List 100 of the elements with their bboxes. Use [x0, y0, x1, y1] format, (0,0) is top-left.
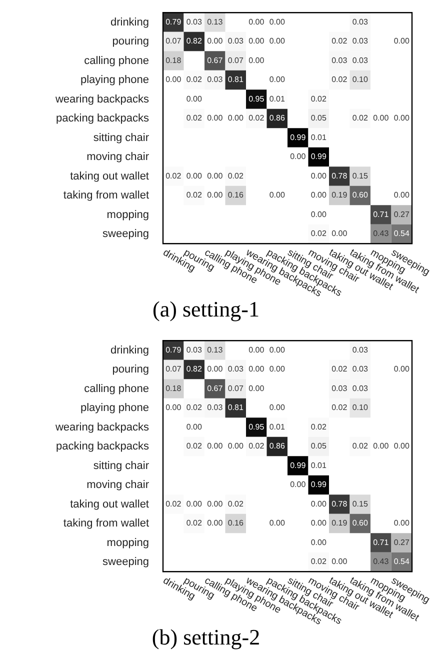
data-label: 0.00	[394, 114, 410, 123]
data-label: 0.54	[394, 557, 410, 566]
data-label: 0.03	[228, 364, 244, 374]
data-label: 0.00	[269, 345, 286, 354]
y-tick-label: sitting chair	[93, 460, 150, 472]
data-label: 0.00	[248, 17, 265, 26]
y-tick-label: playing phone	[80, 402, 149, 414]
data-label: 0.05	[310, 442, 327, 451]
data-label: 0.95	[248, 94, 265, 104]
data-label: 0.00	[394, 518, 410, 528]
data-label: 0.19	[332, 190, 348, 200]
text: (b) setting-2	[152, 624, 260, 650]
y-tick-label: sweeping	[102, 556, 149, 568]
data-label: 0.16	[228, 518, 244, 528]
y-tick-label: mopping	[106, 536, 149, 549]
data-label: 0.03	[352, 56, 368, 65]
data-label: 0.02	[332, 403, 348, 412]
data-label: 0.02	[310, 94, 327, 104]
data-label: 0.95	[248, 422, 265, 432]
data-label: 0.71	[373, 538, 390, 547]
data-label: 0.60	[352, 518, 368, 528]
data-label: 0.27	[394, 210, 410, 219]
data-label: 0.02	[166, 499, 182, 508]
data-label: 0.02	[332, 75, 348, 84]
y-tick-label: taking from wallet	[63, 190, 149, 202]
data-label: 0.00	[394, 36, 410, 46]
data-label: 0.13	[207, 17, 224, 26]
data-label: 0.16	[228, 190, 244, 200]
data-label: 0.19	[332, 518, 348, 528]
y-tick-label: moving chair	[86, 479, 150, 492]
data-label: 0.13	[207, 345, 224, 354]
data-label: 0.00	[186, 94, 202, 104]
data-label: 0.03	[352, 36, 368, 46]
data-label: 0.86	[269, 442, 286, 451]
data-label: 0.00	[186, 422, 202, 432]
data-label: 0.02	[352, 114, 368, 123]
data-label: 0.00	[207, 190, 224, 200]
data-label: 0.81	[228, 403, 244, 412]
data-label: 0.81	[228, 75, 244, 84]
data-label: 0.00	[332, 229, 348, 238]
data-label: 0.00	[207, 114, 224, 123]
data-label: 0.00	[373, 114, 390, 123]
data-label: 0.03	[352, 364, 368, 374]
data-label: 0.03	[186, 17, 202, 26]
data-label: 0.00	[248, 345, 265, 354]
data-label: 0.02	[310, 557, 327, 566]
y-tick-label: wearing backpacks	[54, 421, 150, 434]
y-tick-label: playing phone	[80, 74, 149, 86]
data-label: 0.00	[310, 538, 327, 547]
data-label: 0.00	[207, 171, 224, 180]
data-label: 0.07	[166, 36, 182, 46]
data-label: 0.00	[186, 499, 202, 508]
data-label: 0.00	[310, 210, 327, 219]
y-tick-label: drinking	[110, 344, 149, 356]
data-label: 0.02	[186, 442, 202, 451]
data-label: 0.00	[290, 152, 306, 162]
data-label: 0.01	[269, 94, 286, 104]
data-label: 0.00	[269, 36, 286, 46]
data-label: 0.00	[332, 557, 348, 566]
data-label: 0.00	[290, 480, 306, 490]
data-label: 0.79	[166, 345, 182, 354]
data-label: 0.02	[228, 171, 244, 180]
data-label: 0.02	[248, 442, 265, 451]
data-label: 0.03	[352, 17, 368, 26]
data-label: 0.00	[394, 442, 410, 451]
y-tick-label: drinking	[110, 16, 149, 28]
data-label: 0.01	[269, 422, 286, 432]
data-label: 0.00	[248, 364, 265, 374]
text: (a) setting-1	[152, 296, 260, 322]
data-label: 0.02	[186, 518, 202, 528]
data-label: 0.00	[269, 17, 286, 26]
data-label: 0.03	[207, 75, 224, 84]
data-label: 0.82	[186, 364, 202, 374]
data-label: 0.07	[228, 56, 244, 65]
data-label: 0.07	[228, 384, 244, 393]
data-label: 0.10	[352, 403, 368, 412]
data-label: 0.02	[186, 190, 202, 200]
data-label: 0.00	[269, 190, 286, 200]
data-label: 0.02	[332, 36, 348, 46]
data-label: 0.00	[269, 364, 286, 374]
data-label: 0.00	[166, 403, 182, 412]
data-label: 0.78	[332, 171, 348, 180]
data-label: 0.79	[166, 17, 182, 26]
data-label: 0.99	[310, 152, 327, 162]
data-label: 0.07	[166, 364, 182, 374]
y-tick-label: moving chair	[86, 151, 150, 164]
data-label: 0.43	[373, 229, 390, 238]
data-label: 0.00	[310, 171, 327, 180]
data-label: 0.67	[207, 384, 224, 393]
y-tick-label: pouring	[112, 36, 149, 48]
y-tick-label: sitting chair	[93, 132, 150, 144]
data-label: 0.02	[186, 75, 202, 84]
data-label: 0.00	[207, 442, 224, 451]
y-tick-label: pouring	[112, 364, 149, 376]
data-label: 0.00	[310, 518, 327, 528]
y-tick-label: calling phone	[84, 54, 149, 67]
data-label: 0.54	[394, 229, 410, 238]
data-label: 0.00	[228, 442, 244, 451]
data-label: 0.02	[186, 114, 202, 123]
data-label: 0.00	[310, 190, 327, 200]
